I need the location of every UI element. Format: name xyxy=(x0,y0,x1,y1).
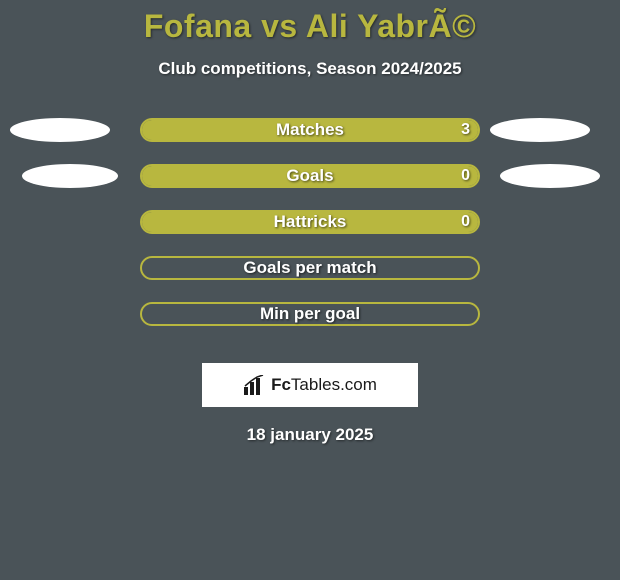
bar-track xyxy=(140,302,480,326)
bar-track xyxy=(140,118,480,142)
stat-row: Min per goal xyxy=(0,299,620,345)
bars-icon xyxy=(243,375,267,395)
logo-box: FcTables.com xyxy=(202,363,418,407)
stat-row: Hattricks0 xyxy=(0,207,620,253)
subtitle: Club competitions, Season 2024/2025 xyxy=(0,59,620,79)
stat-row: Goals per match xyxy=(0,253,620,299)
stat-row: Goals0 xyxy=(0,161,620,207)
ellipse-marker xyxy=(10,118,110,142)
logo-prefix: Fc xyxy=(271,375,291,394)
bar-fill xyxy=(142,166,478,186)
bar-track xyxy=(140,210,480,234)
bar-track xyxy=(140,164,480,188)
logo-text: FcTables.com xyxy=(271,375,377,395)
ellipse-marker xyxy=(490,118,590,142)
bar-fill xyxy=(142,120,478,140)
bar-track xyxy=(140,256,480,280)
date-text: 18 january 2025 xyxy=(0,425,620,445)
stat-rows: Matches3Goals0Hattricks0Goals per matchM… xyxy=(0,115,620,345)
bar-fill xyxy=(142,212,478,232)
page-title: Fofana vs Ali YabrÃ© xyxy=(0,0,620,45)
stat-row: Matches3 xyxy=(0,115,620,161)
ellipse-marker xyxy=(22,164,118,188)
logo-suffix: Tables.com xyxy=(291,375,377,394)
ellipse-marker xyxy=(500,164,600,188)
